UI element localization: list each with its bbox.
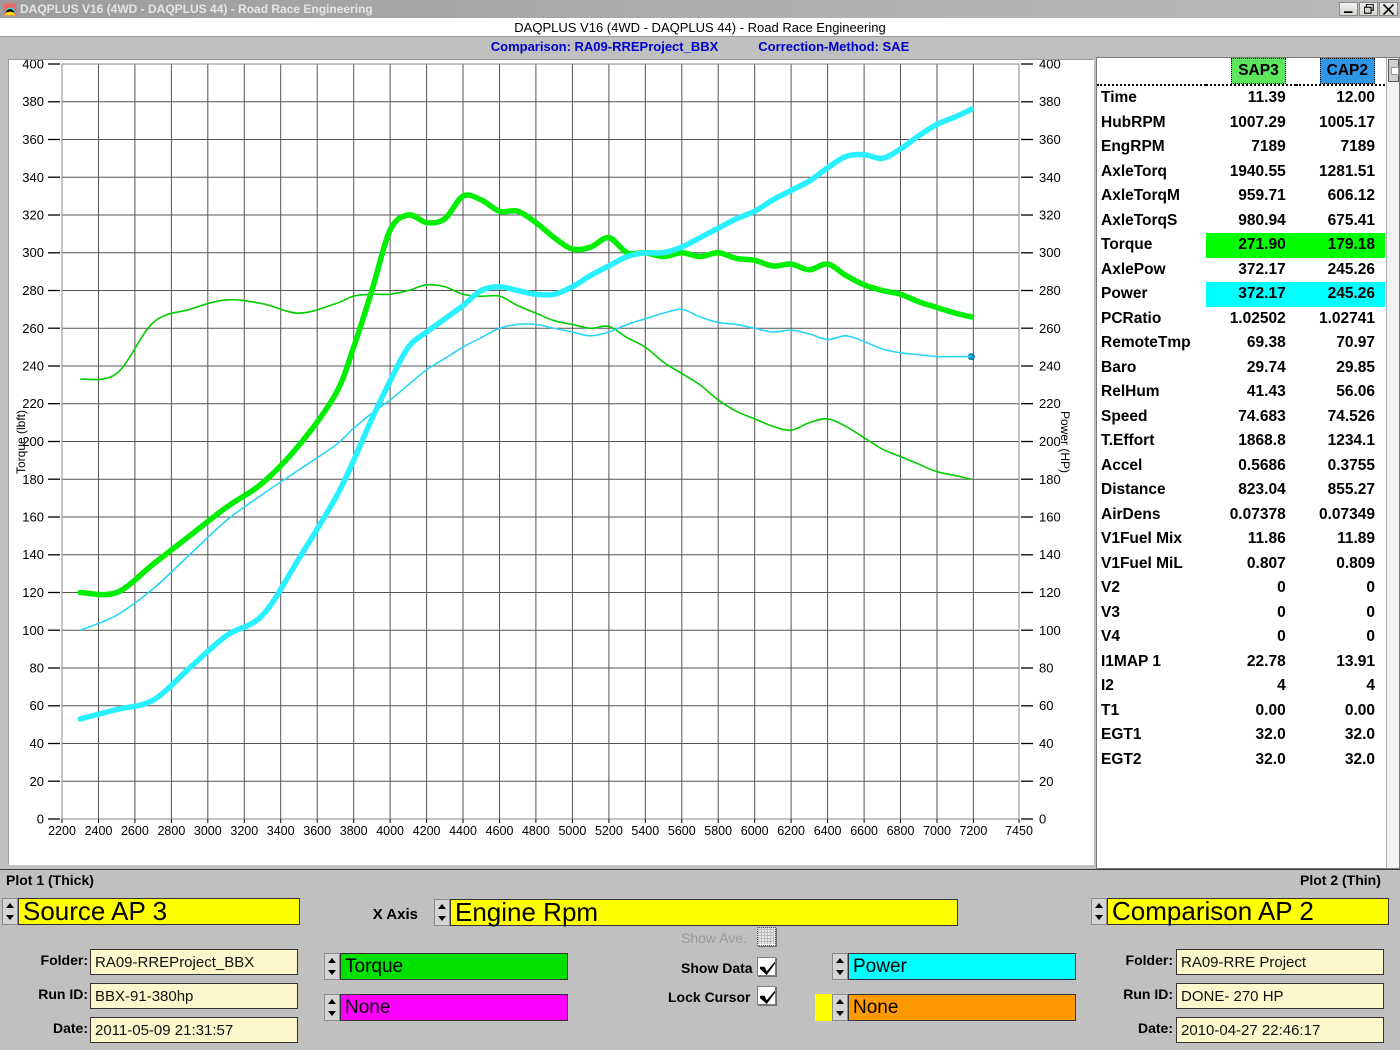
svg-text:160: 160 <box>1039 510 1061 525</box>
svg-text:380: 380 <box>1039 94 1061 109</box>
svg-text:0: 0 <box>1039 812 1046 827</box>
svg-text:400: 400 <box>22 60 44 72</box>
svg-text:3000: 3000 <box>194 824 222 838</box>
svg-text:4600: 4600 <box>486 824 514 838</box>
svg-text:6600: 6600 <box>850 824 878 838</box>
svg-text:220: 220 <box>1039 396 1061 411</box>
svg-text:120: 120 <box>1039 585 1061 600</box>
svg-text:60: 60 <box>30 698 44 713</box>
svg-text:2400: 2400 <box>85 824 113 838</box>
svg-text:6800: 6800 <box>887 824 915 838</box>
svg-text:20: 20 <box>1039 774 1053 789</box>
svg-text:6200: 6200 <box>777 824 805 838</box>
svg-text:160: 160 <box>22 510 44 525</box>
svg-text:220: 220 <box>22 396 44 411</box>
svg-text:360: 360 <box>1039 132 1061 147</box>
svg-text:2600: 2600 <box>121 824 149 838</box>
svg-text:3200: 3200 <box>230 824 258 838</box>
svg-text:5600: 5600 <box>668 824 696 838</box>
svg-text:360: 360 <box>22 132 44 147</box>
svg-text:5200: 5200 <box>595 824 623 838</box>
svg-text:260: 260 <box>1039 321 1061 336</box>
svg-text:200: 200 <box>1039 434 1061 449</box>
svg-text:3400: 3400 <box>267 824 295 838</box>
svg-text:240: 240 <box>22 359 44 374</box>
svg-text:80: 80 <box>1039 661 1053 676</box>
svg-text:5800: 5800 <box>704 824 732 838</box>
svg-text:Torque (lbft): Torque (lbft) <box>14 410 28 474</box>
svg-text:320: 320 <box>22 208 44 223</box>
svg-text:2800: 2800 <box>157 824 185 838</box>
svg-text:7450: 7450 <box>1005 824 1033 838</box>
svg-text:4000: 4000 <box>376 824 404 838</box>
svg-text:20: 20 <box>30 774 44 789</box>
svg-text:7200: 7200 <box>959 824 987 838</box>
svg-text:300: 300 <box>1039 245 1061 260</box>
svg-text:260: 260 <box>22 321 44 336</box>
svg-text:240: 240 <box>1039 359 1061 374</box>
svg-text:280: 280 <box>1039 283 1061 298</box>
svg-text:280: 280 <box>22 283 44 298</box>
svg-text:40: 40 <box>30 736 44 751</box>
svg-text:7000: 7000 <box>923 824 951 838</box>
svg-text:300: 300 <box>22 245 44 260</box>
svg-text:180: 180 <box>1039 472 1061 487</box>
svg-text:Power (HP): Power (HP) <box>1058 411 1072 473</box>
svg-text:4800: 4800 <box>522 824 550 838</box>
svg-text:140: 140 <box>22 547 44 562</box>
svg-text:380: 380 <box>22 94 44 109</box>
svg-text:80: 80 <box>30 661 44 676</box>
svg-text:5000: 5000 <box>558 824 586 838</box>
svg-text:4200: 4200 <box>413 824 441 838</box>
svg-text:340: 340 <box>22 170 44 185</box>
svg-text:3800: 3800 <box>340 824 368 838</box>
svg-text:3600: 3600 <box>303 824 331 838</box>
svg-text:100: 100 <box>1039 623 1061 638</box>
svg-text:6000: 6000 <box>741 824 769 838</box>
svg-text:120: 120 <box>22 585 44 600</box>
svg-text:100: 100 <box>22 623 44 638</box>
svg-text:60: 60 <box>1039 698 1053 713</box>
svg-text:5400: 5400 <box>631 824 659 838</box>
svg-text:4400: 4400 <box>449 824 477 838</box>
svg-text:6400: 6400 <box>814 824 842 838</box>
svg-text:320: 320 <box>1039 208 1061 223</box>
svg-text:340: 340 <box>1039 170 1061 185</box>
svg-text:400: 400 <box>1039 60 1061 72</box>
svg-text:2200: 2200 <box>48 824 76 838</box>
svg-text:0: 0 <box>37 812 44 827</box>
svg-text:140: 140 <box>1039 547 1061 562</box>
svg-text:40: 40 <box>1039 736 1053 751</box>
